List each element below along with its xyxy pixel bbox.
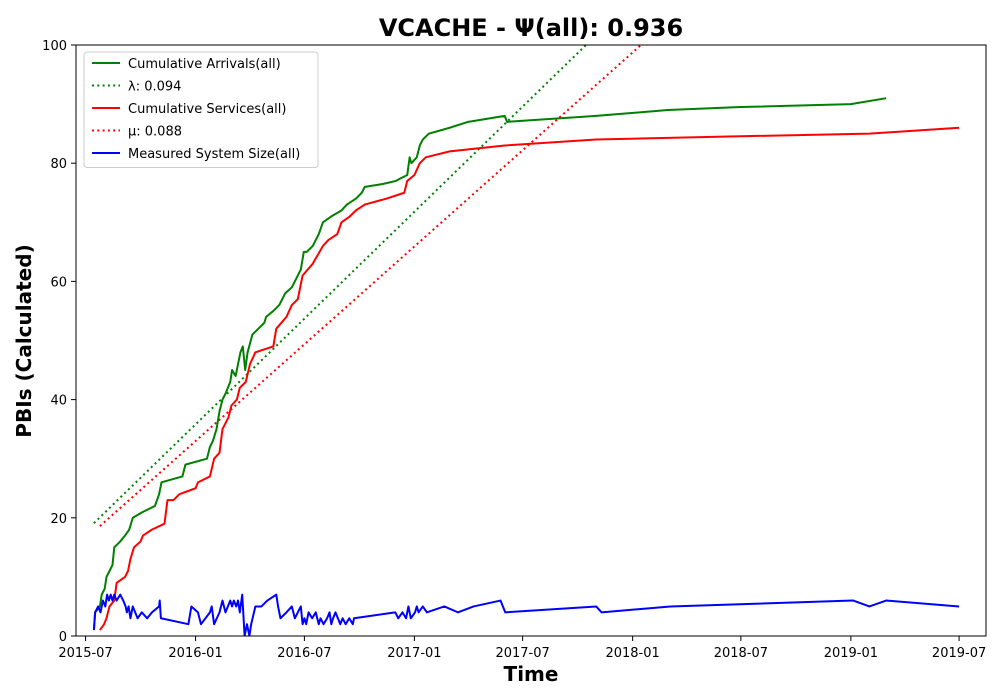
x-tick-label: 2018-01 [605,646,659,661]
series-line-4 [99,45,642,527]
y-tick-label: 40 [50,394,67,409]
legend: Cumulative Arrivals(all) λ: 0.094 Cumulati… [83,51,319,168]
legend-label-4: μ: 0.088 [128,125,182,140]
series-line-1 [92,97,887,631]
axes: 2015-07 2016-01 2016-07 2017-01 2017-07 2018-… [42,39,987,661]
y-tick-label: 20 [50,512,67,527]
x-tick-label: 2017-07 [495,646,549,661]
legend-label-1: Cumulative Arrivals(all) [128,57,281,72]
x-tick-label: 2019-01 [824,646,878,661]
series-line-3 [99,126,960,631]
chart-title: VCACHE - Ψ(all): 0.936 [379,14,683,42]
series-line-5 [92,593,960,636]
x-tick-label: 2018-07 [714,646,768,661]
y-tick-label: 60 [50,275,67,290]
x-tick-label: 2016-07 [277,646,331,661]
plot-series [92,45,960,636]
x-tick-label: 2016-01 [168,646,222,661]
x-tick-label: 2015-07 [58,646,112,661]
y-tick-label: 80 [50,157,67,172]
legend-label-2: λ: 0.094 [128,80,181,95]
x-tick-label: 2017-01 [387,646,441,661]
legend-box [83,51,319,168]
x-axis-title: Time [504,662,559,686]
y-tick-label: 100 [42,39,67,54]
x-tick-label: 2019-07 [932,646,986,661]
legend-label-3: Cumulative Services(all) [128,102,286,117]
y-axis-title: PBIs (Calculated) [12,244,36,437]
plot-frame [75,44,987,637]
y-tick-label: 0 [59,630,67,645]
legend-label-5: Measured System Size(all) [128,147,300,162]
